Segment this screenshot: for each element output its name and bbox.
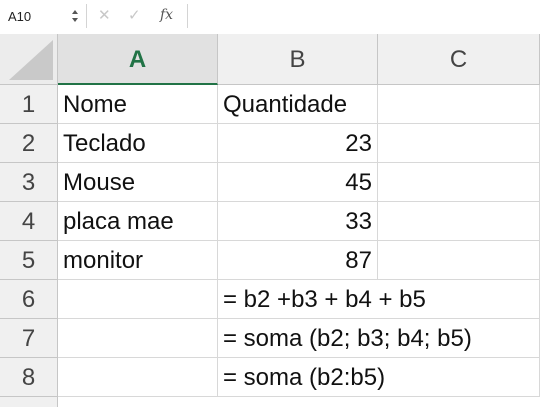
cell-c5[interactable] [378,241,540,280]
row-header-9-partial[interactable] [0,397,58,407]
row-header-1[interactable]: 1 [0,85,58,124]
row-header-7[interactable]: 7 [0,319,58,358]
cell-a4[interactable]: placa mae [58,202,218,241]
row-header-2[interactable]: 2 [0,124,58,163]
cell-b6[interactable]: = b2 +b3 + b4 + b5 [218,280,426,319]
cell-a7[interactable] [58,319,218,358]
cell-b8[interactable]: = soma (b2:b5) [218,358,385,397]
formula-input[interactable] [190,4,538,28]
row-header-8[interactable]: 8 [0,358,58,397]
name-box[interactable]: A10 [0,4,87,28]
cancel-icon[interactable]: ✕ [98,7,111,24]
cell-c2[interactable] [378,124,540,163]
row-header-3[interactable]: 3 [0,163,58,202]
cell-c4[interactable] [378,202,540,241]
cell-c3[interactable] [378,163,540,202]
formula-bar: A10 ✕ ✓ fx [0,0,540,35]
select-all-corner[interactable] [0,34,58,85]
cell-b1[interactable]: Quantidade [218,85,378,124]
column-header-c[interactable]: C [378,34,540,85]
name-box-stepper-icon[interactable] [70,6,80,26]
row-header-6[interactable]: 6 [0,280,58,319]
cell-b4[interactable]: 33 [218,202,378,241]
column-header-a[interactable]: A [58,34,218,85]
cell-c7[interactable] [378,319,540,358]
formula-bar-divider [187,4,188,28]
cell-a3[interactable]: Mouse [58,163,218,202]
cell-a1[interactable]: Nome [58,85,218,124]
select-all-triangle-icon [9,40,53,80]
cell-a2[interactable]: Teclado [58,124,218,163]
cell-a8[interactable] [58,358,218,397]
column-header-b[interactable]: B [218,34,378,85]
cell-b5[interactable]: 87 [218,241,378,280]
spreadsheet-grid: A B C 1 2 3 4 5 6 7 8 Nome Quantidade Te… [0,34,540,407]
cell-a6[interactable] [58,280,218,319]
row-header-5[interactable]: 5 [0,241,58,280]
enter-icon[interactable]: ✓ [128,7,141,24]
name-box-value[interactable]: A10 [8,9,32,24]
cell-c1[interactable] [378,85,540,124]
cell-c8[interactable] [378,358,540,397]
cell-a5[interactable]: monitor [58,241,218,280]
fx-icon[interactable]: fx [160,7,174,23]
cell-b3[interactable]: 45 [218,163,378,202]
cell-b7[interactable]: = soma (b2; b3; b4; b5) [218,319,472,358]
cell-b2[interactable]: 23 [218,124,378,163]
cell-c6[interactable] [378,280,540,319]
row-header-4[interactable]: 4 [0,202,58,241]
